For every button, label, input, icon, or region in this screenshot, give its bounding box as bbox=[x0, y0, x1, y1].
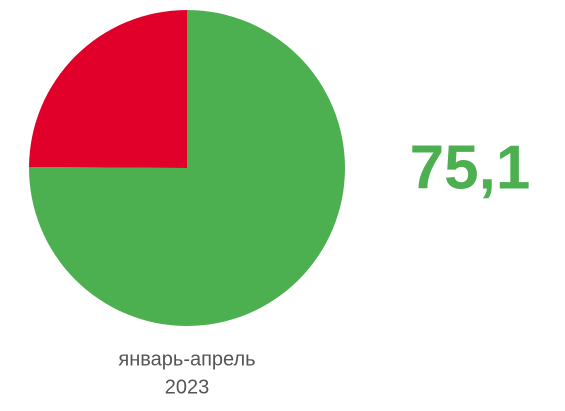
caption: январь-апрель bbox=[118, 348, 255, 370]
pie-slice bbox=[29, 10, 345, 326]
pie-slice bbox=[29, 10, 188, 168]
value-label: 75,1 bbox=[410, 133, 531, 202]
caption: 2023 bbox=[165, 376, 210, 398]
